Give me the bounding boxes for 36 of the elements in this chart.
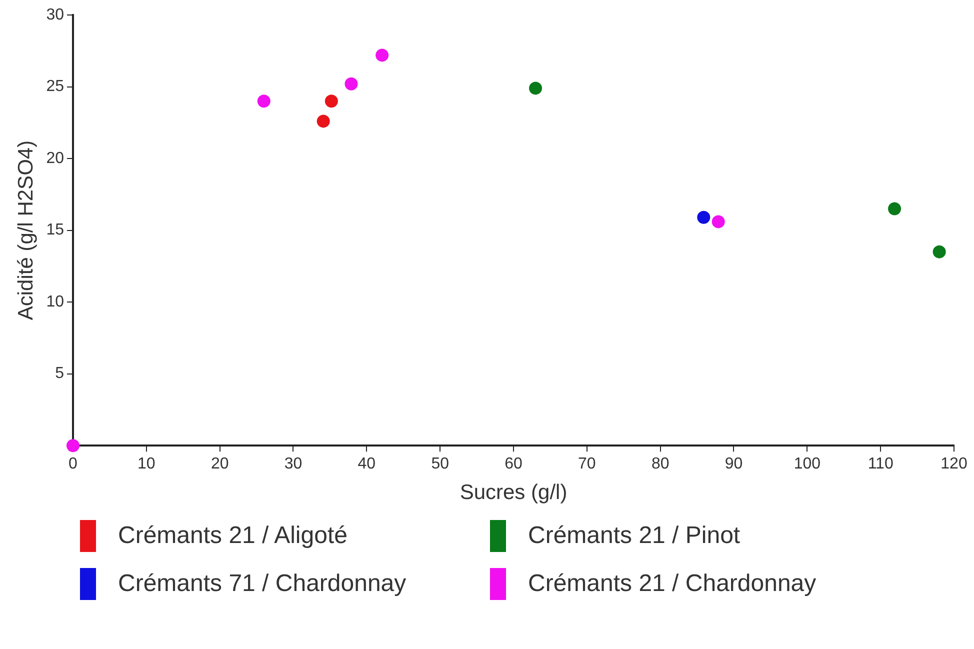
- x-tick-label: 90: [724, 456, 743, 473]
- x-tick-label: 0: [68, 456, 78, 473]
- x-tick-label: 100: [794, 456, 821, 473]
- x-tick-label: 110: [868, 456, 894, 473]
- point: [888, 202, 902, 216]
- x-tick-label: 10: [138, 456, 156, 473]
- point: [257, 94, 270, 108]
- point: [376, 48, 389, 62]
- point: [697, 210, 710, 224]
- y-tick-label: 10: [46, 293, 64, 310]
- point: [66, 439, 80, 452]
- y-tick-label: 5: [55, 365, 64, 382]
- y-tick-label: 30: [46, 6, 64, 24]
- point: [316, 114, 330, 128]
- x-tick-label: 80: [651, 456, 670, 473]
- legend-label: Crémants 21 / Pinot: [528, 522, 740, 550]
- legend-label: Crémants 21 / Chardonnay: [528, 570, 816, 598]
- x-tick-label: 70: [578, 456, 596, 473]
- point: [344, 77, 358, 90]
- point: [324, 94, 338, 108]
- x-tick-label: 30: [284, 456, 302, 473]
- y-tick-label: 20: [46, 150, 64, 167]
- legend-label: Crémants 71 / Chardonnay: [118, 570, 406, 598]
- point: [932, 245, 946, 258]
- x-tick-label: 20: [210, 456, 229, 473]
- y-tick-label: 25: [46, 78, 64, 96]
- y-axis-title: Acidité (g/l H2SO4): [14, 140, 38, 320]
- point: [712, 215, 725, 228]
- legend-label: Crémants 21 / Aligoté: [118, 522, 348, 550]
- x-tick-label: 50: [431, 456, 450, 473]
- x-axis-title: Sucres (g/l): [460, 481, 568, 504]
- x-tick-label: 120: [940, 456, 968, 473]
- point: [529, 82, 542, 95]
- y-tick-label: 15: [46, 222, 64, 239]
- x-tick-label: 40: [358, 456, 376, 473]
- x-tick-label: 60: [504, 456, 522, 473]
